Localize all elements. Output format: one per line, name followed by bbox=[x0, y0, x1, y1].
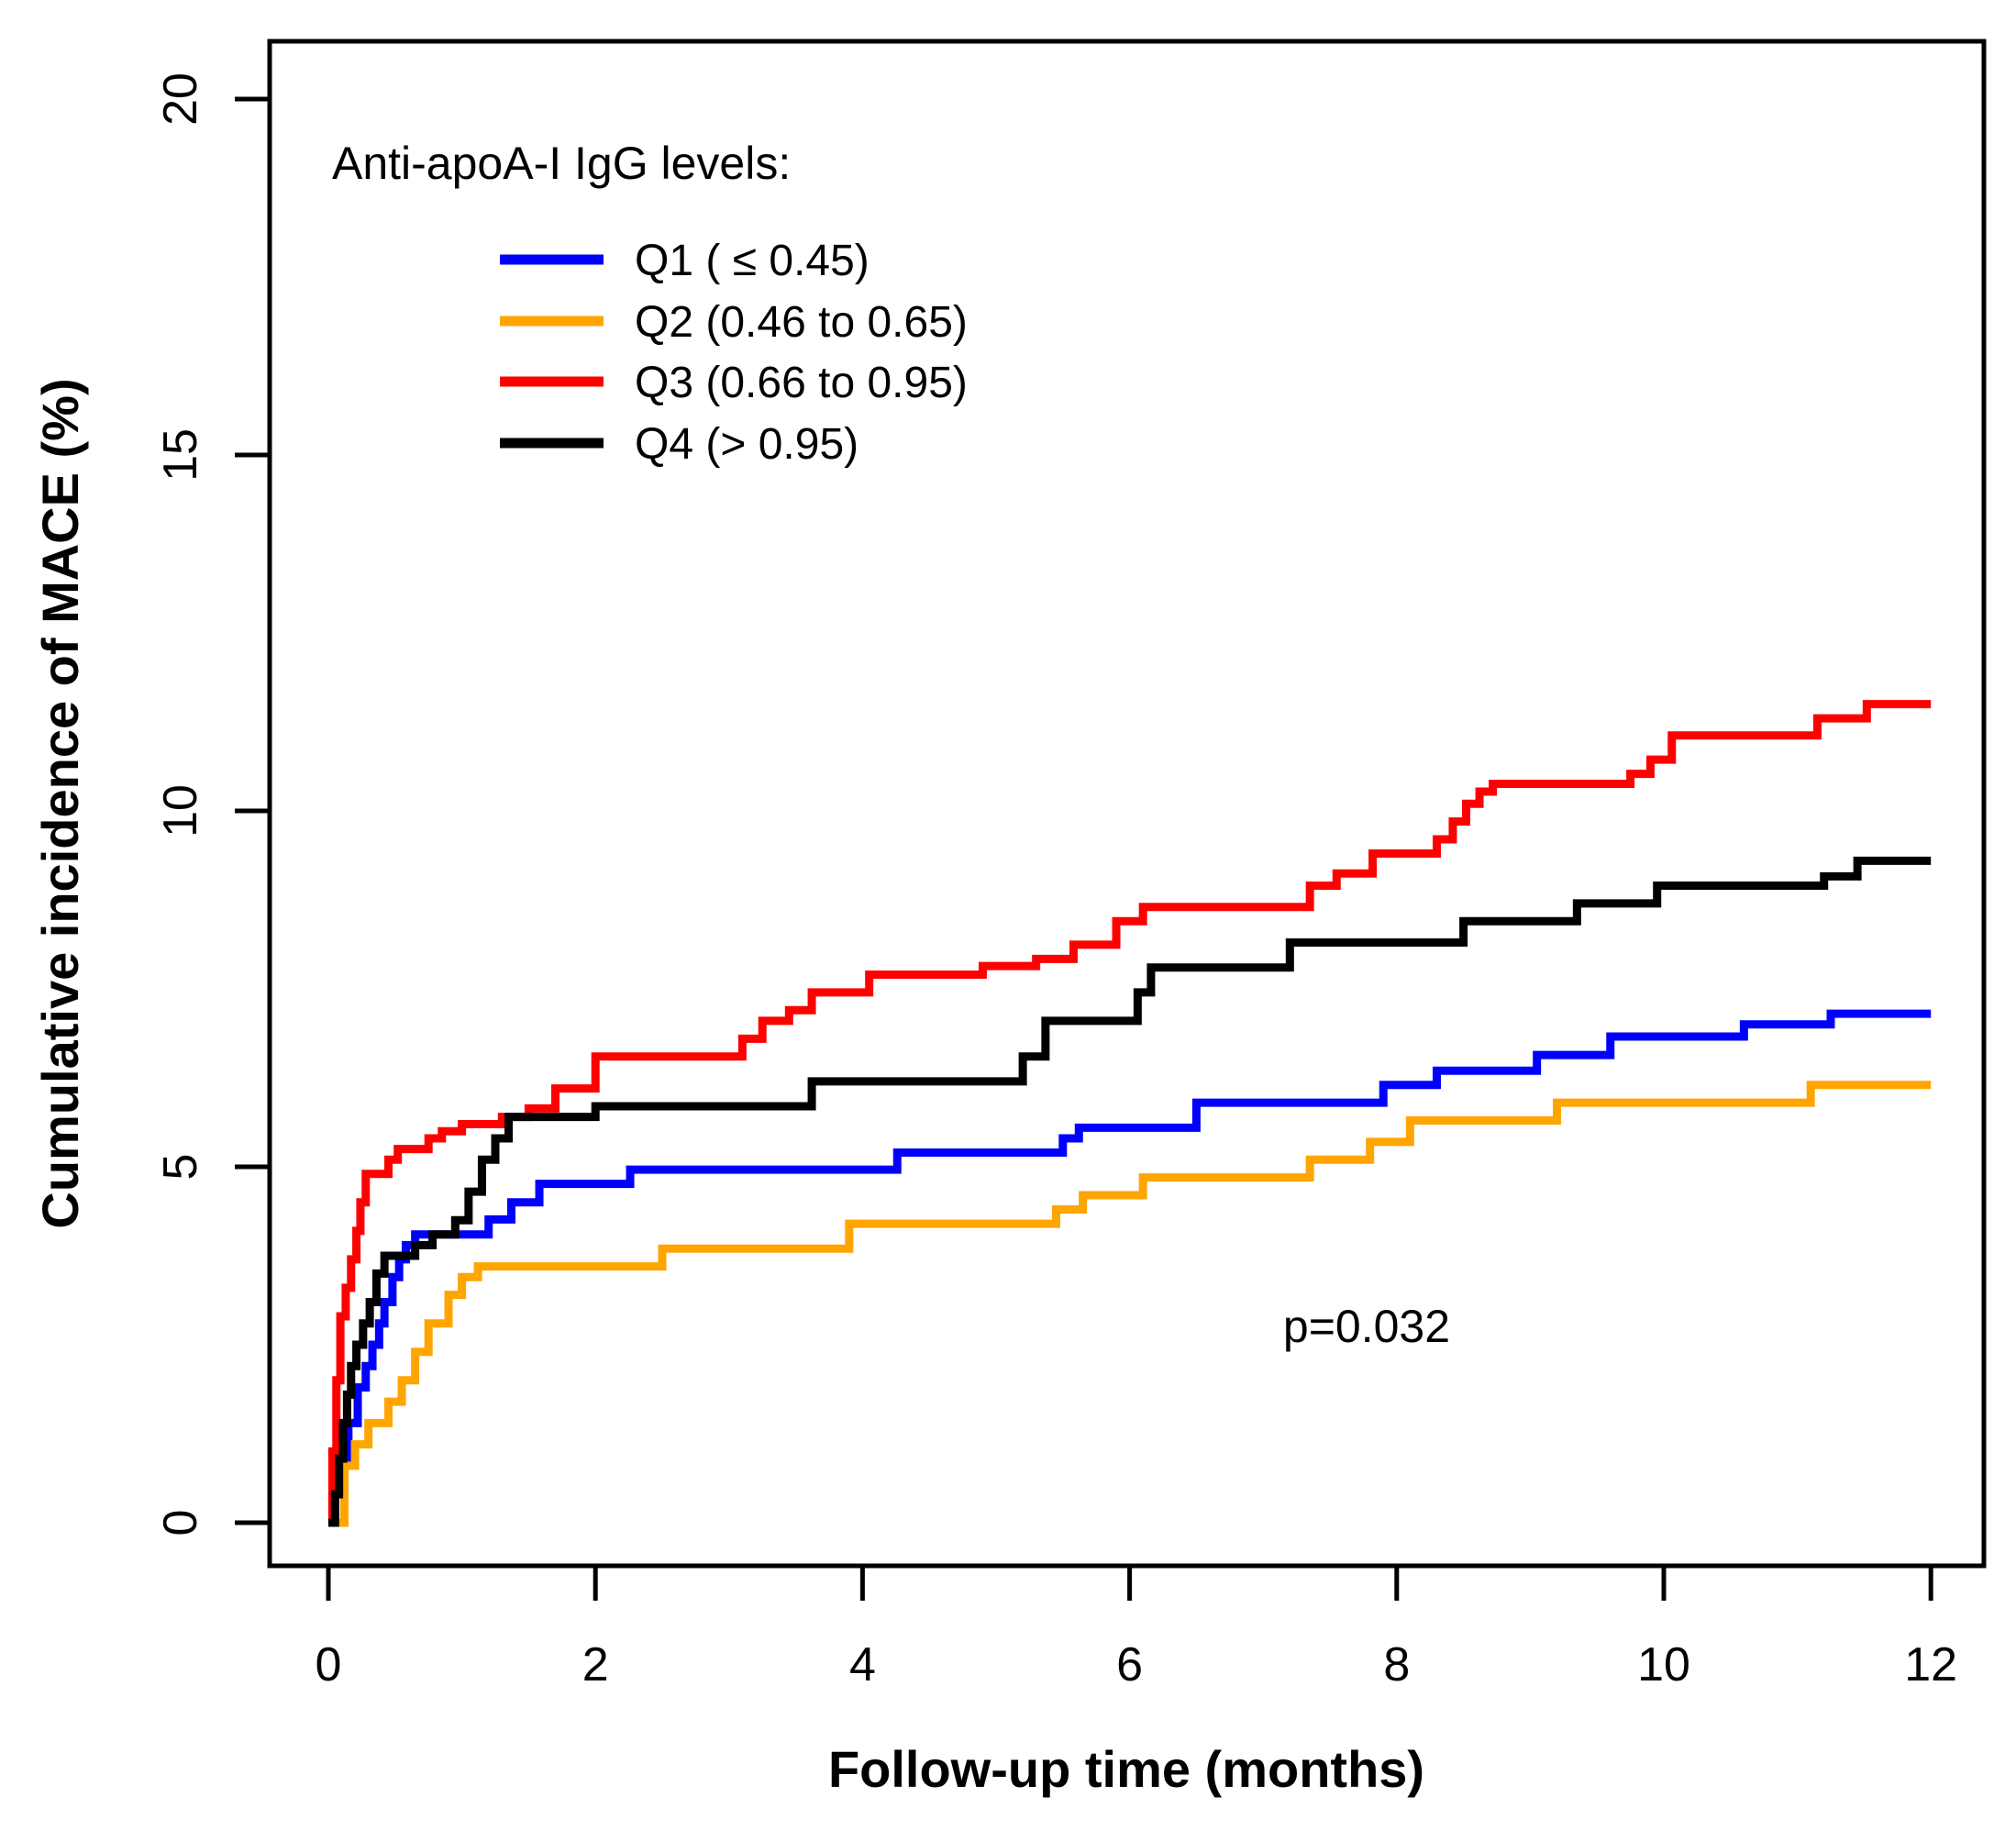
legend: Anti-apoA-I IgG levels: Q1 ( ≤ 0.45) Q2 … bbox=[332, 138, 968, 469]
legend-label-q2: Q2 (0.46 to 0.65) bbox=[635, 298, 968, 347]
x-tick-label: 10 bbox=[1637, 1638, 1690, 1691]
y-axis-title: Cumulative incidence of MACE (%) bbox=[31, 378, 89, 1228]
series-curves bbox=[327, 700, 1932, 1527]
x-axis-title: Follow-up time (months) bbox=[828, 1740, 1424, 1798]
x-tick-label: 6 bbox=[1116, 1638, 1143, 1691]
x-tick-label: 0 bbox=[316, 1638, 342, 1691]
legend-label-q1: Q1 ( ≤ 0.45) bbox=[635, 237, 870, 285]
legend-item-q3: Q3 (0.66 to 0.95) bbox=[500, 359, 968, 407]
legend-label-q4: Q4 (> 0.95) bbox=[635, 420, 858, 469]
legend-item-q4: Q4 (> 0.95) bbox=[500, 420, 858, 469]
legend-item-q2: Q2 (0.46 to 0.65) bbox=[500, 298, 968, 347]
y-tick-label: 0 bbox=[154, 1510, 207, 1536]
y-tick-label: 15 bbox=[154, 428, 207, 482]
y-tick-label: 20 bbox=[154, 72, 207, 126]
legend-label-q3: Q3 (0.66 to 0.95) bbox=[635, 359, 968, 407]
p-value-annotation: p=0.032 bbox=[1283, 1301, 1450, 1352]
legend-item-q1: Q1 ( ≤ 0.45) bbox=[500, 237, 870, 285]
series-q1-line bbox=[328, 1009, 1932, 1527]
x-tick-label: 8 bbox=[1383, 1638, 1410, 1691]
series-q4-line bbox=[328, 856, 1932, 1527]
series-q3-line bbox=[327, 700, 1932, 1527]
series-q2-line bbox=[328, 1081, 1932, 1527]
axis-ticks: 0 2 4 6 8 10 12 0 5 10 15 20 bbox=[154, 72, 1957, 1691]
legend-title: Anti-apoA-I IgG levels: bbox=[332, 138, 791, 189]
y-tick-label: 10 bbox=[154, 784, 207, 837]
plot-border bbox=[267, 39, 1987, 1569]
x-tick-label: 4 bbox=[849, 1638, 876, 1691]
y-tick-label: 5 bbox=[154, 1154, 207, 1181]
x-tick-label: 12 bbox=[1904, 1638, 1957, 1691]
x-tick-label: 2 bbox=[582, 1638, 609, 1691]
